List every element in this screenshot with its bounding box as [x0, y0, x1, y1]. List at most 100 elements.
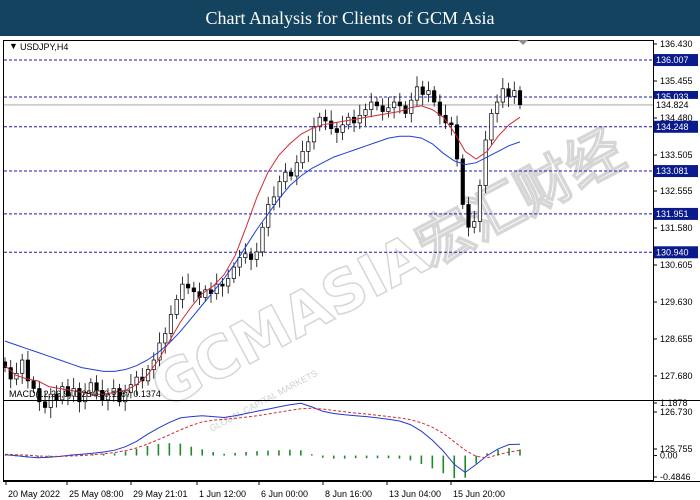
- candle-body: [180, 283, 185, 300]
- candle-body: [8, 367, 13, 380]
- candle-body: [271, 196, 277, 205]
- candle-body: [380, 105, 385, 112]
- x-tick-label: 20 May 2022: [8, 489, 60, 499]
- level-label-box: [654, 120, 698, 133]
- candle-body: [260, 226, 265, 253]
- candle-body: [334, 128, 339, 133]
- candle-body: [37, 388, 42, 403]
- candle-body: [289, 171, 294, 177]
- macd-y-tick-label: 0.00: [660, 451, 678, 461]
- candle-body: [77, 388, 82, 403]
- level-label-box: [654, 207, 698, 220]
- candle-body: [191, 287, 196, 293]
- candle-body: [88, 382, 93, 393]
- candle-body: [220, 283, 225, 287]
- current-price-label: 134.824: [656, 100, 689, 110]
- shift-marker-icon[interactable]: [518, 40, 528, 45]
- level-label: 133.081: [656, 166, 689, 176]
- candle-body: [42, 401, 48, 408]
- macd-label: MACD(12,26,9) 0.2540 0.1167 0.1374: [9, 389, 161, 399]
- candle-body: [512, 90, 517, 97]
- candle-body: [517, 90, 523, 106]
- level-label: 131.951: [656, 209, 689, 219]
- candle-body: [277, 181, 282, 198]
- y-tick-label: 135.455: [660, 76, 693, 86]
- macd-y-tick-label: 1.1878: [660, 398, 688, 408]
- candle-body: [311, 126, 317, 143]
- y-tick-label: 129.630: [660, 297, 693, 307]
- level-label-box: [654, 246, 698, 259]
- candle-body: [231, 266, 236, 279]
- candle-body: [489, 113, 494, 141]
- candle-body: [31, 380, 36, 389]
- candle-body: [54, 393, 59, 401]
- current-price-box: [654, 98, 698, 111]
- candle-body: [226, 278, 231, 287]
- sma-blue-line: [4, 135, 521, 372]
- candle-body: [83, 391, 88, 403]
- level-label: 135.033: [656, 92, 689, 102]
- macd-y-tick-label: -0.4846: [660, 472, 691, 482]
- level-label: 136.007: [656, 55, 689, 65]
- candle-body: [374, 101, 380, 107]
- x-tick-label: 8 Jun 16:00: [325, 489, 372, 499]
- x-tick-label: 25 May 08:00: [69, 489, 124, 499]
- candle-body: [449, 122, 454, 126]
- sma-red-line: [4, 105, 521, 395]
- y-tick-label: 128.655: [660, 334, 693, 344]
- candle-body: [163, 333, 168, 344]
- candle-body: [294, 162, 299, 177]
- level-label: 130.940: [656, 247, 689, 257]
- y-tick-label: 136.430: [660, 39, 693, 49]
- axes: 136.430 135.455 134.480 133.505 132.555 131.5…: [5, 39, 698, 499]
- candle-body: [397, 101, 402, 107]
- candle-body: [409, 99, 414, 114]
- candle-body: [506, 88, 511, 97]
- candle-body: [243, 253, 248, 258]
- candle-body: [329, 120, 334, 129]
- candle-body: [145, 369, 151, 382]
- candle-body: [495, 101, 500, 114]
- candle-body: [466, 204, 471, 228]
- candle-body: [426, 90, 431, 95]
- candle-body: [94, 382, 99, 391]
- y-tick-label: 134.480: [660, 113, 693, 123]
- candle-body: [432, 90, 437, 103]
- candle-body: [186, 283, 191, 289]
- candle-body: [65, 386, 71, 397]
- candle-body: [123, 391, 128, 403]
- level-label: 134.248: [656, 122, 689, 132]
- candle-body: [454, 124, 460, 160]
- signal-line: [4, 407, 521, 459]
- candle-body: [60, 386, 65, 401]
- candle-body: [248, 253, 254, 260]
- candle-body: [357, 114, 362, 124]
- y-tick-label: 133.505: [660, 150, 693, 160]
- x-tick-label: 29 May 21:01: [133, 489, 188, 499]
- candle-body: [323, 116, 328, 122]
- y-tick-label: 130.605: [660, 260, 693, 270]
- candle-body: [500, 88, 505, 103]
- page-title: Chart Analysis for Clients of GCM Asia: [0, 0, 700, 36]
- candle-body: [2, 361, 8, 368]
- x-tick-label: 6 Jun 00:00: [261, 489, 308, 499]
- y-tick-label: 126.730: [660, 407, 693, 417]
- candle-body: [386, 107, 391, 112]
- x-tick-label: 15 Jun 20:00: [453, 489, 505, 499]
- candle-body: [105, 393, 111, 401]
- candle-body: [483, 139, 488, 186]
- candle-body: [283, 171, 288, 183]
- candle-body: [237, 257, 242, 268]
- candle-body: [174, 298, 179, 315]
- candle-body: [392, 101, 397, 109]
- candle-body: [460, 158, 465, 205]
- price-plot: [2, 59, 653, 419]
- y-tick-label: 127.680: [660, 371, 693, 381]
- y-tick-label: 132.555: [660, 186, 693, 196]
- candle-body: [414, 86, 420, 101]
- candle-body: [437, 101, 442, 116]
- y-tick-label: 125.755: [660, 444, 693, 454]
- candle-body: [111, 388, 116, 395]
- candle-body: [203, 289, 208, 298]
- candle-body: [300, 151, 305, 164]
